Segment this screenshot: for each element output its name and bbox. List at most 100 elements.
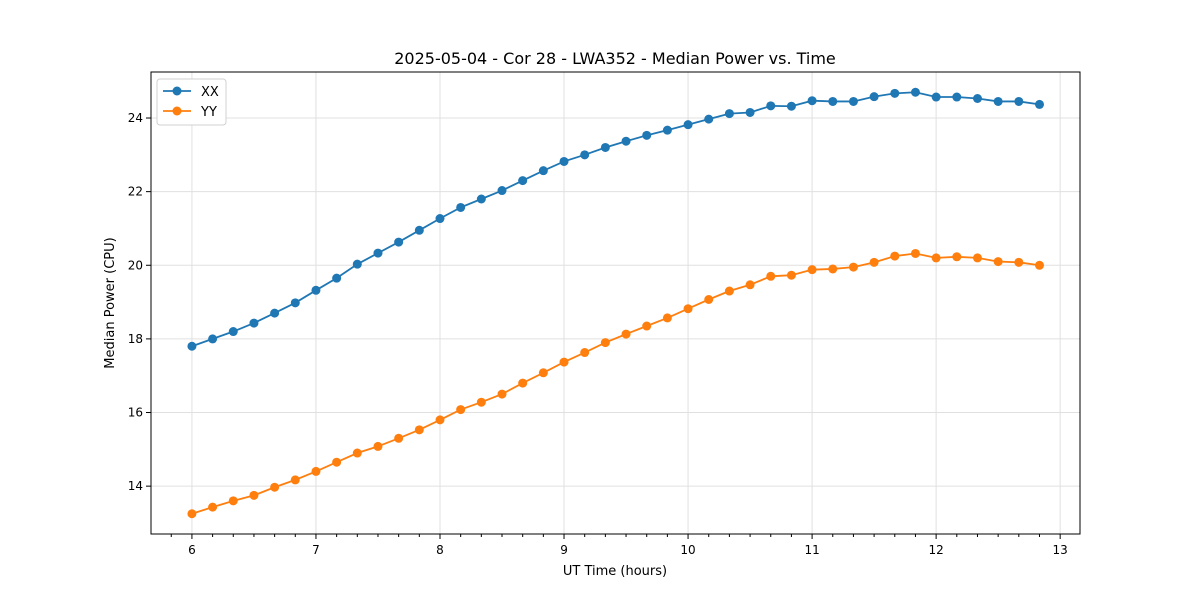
x-tick-label: 9 <box>560 543 568 557</box>
data-point-xx <box>848 96 858 106</box>
data-point-xx <box>208 334 218 344</box>
y-tick-label: 22 <box>128 185 143 199</box>
data-point-xx <box>373 248 383 258</box>
data-point-xx <box>683 120 693 130</box>
data-point-xx <box>931 92 941 102</box>
data-point-yy <box>972 253 982 263</box>
data-point-xx <box>952 92 962 102</box>
data-point-yy <box>662 313 672 323</box>
series-line-xx <box>191 91 1040 348</box>
data-point-xx <box>766 101 776 111</box>
data-point-yy <box>1034 260 1044 270</box>
data-point-xx <box>311 285 321 295</box>
data-point-yy <box>414 425 424 435</box>
data-point-xx <box>745 107 755 117</box>
x-tick-label: 13 <box>1053 543 1068 557</box>
legend-marker-yy <box>172 106 182 116</box>
data-point-yy <box>497 389 507 399</box>
data-point-xx <box>538 166 548 176</box>
x-tick-label: 8 <box>436 543 444 557</box>
data-point-yy <box>828 264 838 274</box>
x-tick-label: 10 <box>680 543 695 557</box>
data-point-xx <box>332 273 342 283</box>
axes: 6 7 8 9 10 11 12 13 14 16 18 20 22 24 <box>128 111 1068 557</box>
x-tick-label: 6 <box>188 543 196 557</box>
x-axis-label: UT Time (hours) <box>563 564 667 579</box>
data-point-xx <box>414 225 424 235</box>
data-point-xx <box>518 176 528 186</box>
data-point-yy <box>683 304 693 314</box>
data-point-xx <box>600 142 610 152</box>
data-point-xx <box>662 125 672 135</box>
data-point-yy <box>766 271 776 281</box>
data-point-yy <box>993 257 1003 267</box>
y-tick-label: 16 <box>128 406 143 420</box>
data-point-xx <box>394 237 404 247</box>
data-point-yy <box>559 357 569 367</box>
data-point-xx <box>270 308 280 318</box>
data-point-yy <box>745 280 755 290</box>
data-point-xx <box>456 202 466 212</box>
data-point-yy <box>435 415 445 425</box>
data-point-yy <box>807 265 817 275</box>
data-point-xx <box>704 114 714 124</box>
data-point-xx <box>828 96 838 106</box>
data-point-xx <box>435 214 445 224</box>
data-point-yy <box>394 433 404 443</box>
legend-label: XX <box>201 85 219 100</box>
y-tick-label: 20 <box>128 258 143 272</box>
data-point-xx <box>559 156 569 166</box>
data-point-yy <box>538 368 548 378</box>
data-point-xx <box>580 150 590 160</box>
data-point-yy <box>311 466 321 476</box>
data-point-yy <box>208 502 218 512</box>
data-point-yy <box>869 257 879 267</box>
data-point-yy <box>518 378 528 388</box>
data-point-yy <box>952 252 962 262</box>
data-point-yy <box>352 448 362 458</box>
data-point-xx <box>786 101 796 111</box>
data-point-xx <box>910 87 920 97</box>
data-point-yy <box>910 248 920 258</box>
data-point-yy <box>456 405 466 415</box>
legend-marker-xx <box>172 86 182 96</box>
data-point-yy <box>724 286 734 296</box>
data-point-yy <box>187 509 197 519</box>
x-tick-label: 7 <box>312 543 320 557</box>
data-point-yy <box>373 441 383 451</box>
data-point-yy <box>580 348 590 358</box>
data-point-xx <box>228 327 238 337</box>
data-point-yy <box>848 262 858 272</box>
legend-label: YY <box>200 105 217 120</box>
data-point-yy <box>600 338 610 348</box>
y-axis-label: Median Power (CPU) <box>103 237 118 368</box>
data-point-xx <box>621 136 631 146</box>
chart-title: 2025-05-04 - Cor 28 - LWA352 - Median Po… <box>394 49 836 68</box>
grid <box>151 72 1080 534</box>
data-point-xx <box>724 109 734 119</box>
data-point-yy <box>332 457 342 467</box>
data-point-xx <box>807 96 817 106</box>
y-tick-label: 14 <box>128 479 143 493</box>
data-point-yy <box>786 270 796 280</box>
data-point-yy <box>270 482 280 492</box>
series-layer <box>187 87 1044 519</box>
data-point-yy <box>642 321 652 331</box>
data-point-yy <box>249 490 259 500</box>
data-point-yy <box>931 253 941 263</box>
x-tick-label: 11 <box>804 543 819 557</box>
data-point-xx <box>352 259 362 269</box>
data-point-yy <box>621 329 631 339</box>
data-point-xx <box>476 194 486 204</box>
data-point-xx <box>290 298 300 308</box>
data-point-xx <box>249 318 259 328</box>
data-point-yy <box>228 496 238 506</box>
data-point-xx <box>1014 96 1024 106</box>
data-point-xx <box>869 92 879 102</box>
data-point-xx <box>993 96 1003 106</box>
data-point-xx <box>972 94 982 104</box>
data-point-xx <box>497 186 507 196</box>
data-point-yy <box>476 397 486 407</box>
data-point-xx <box>187 341 197 351</box>
